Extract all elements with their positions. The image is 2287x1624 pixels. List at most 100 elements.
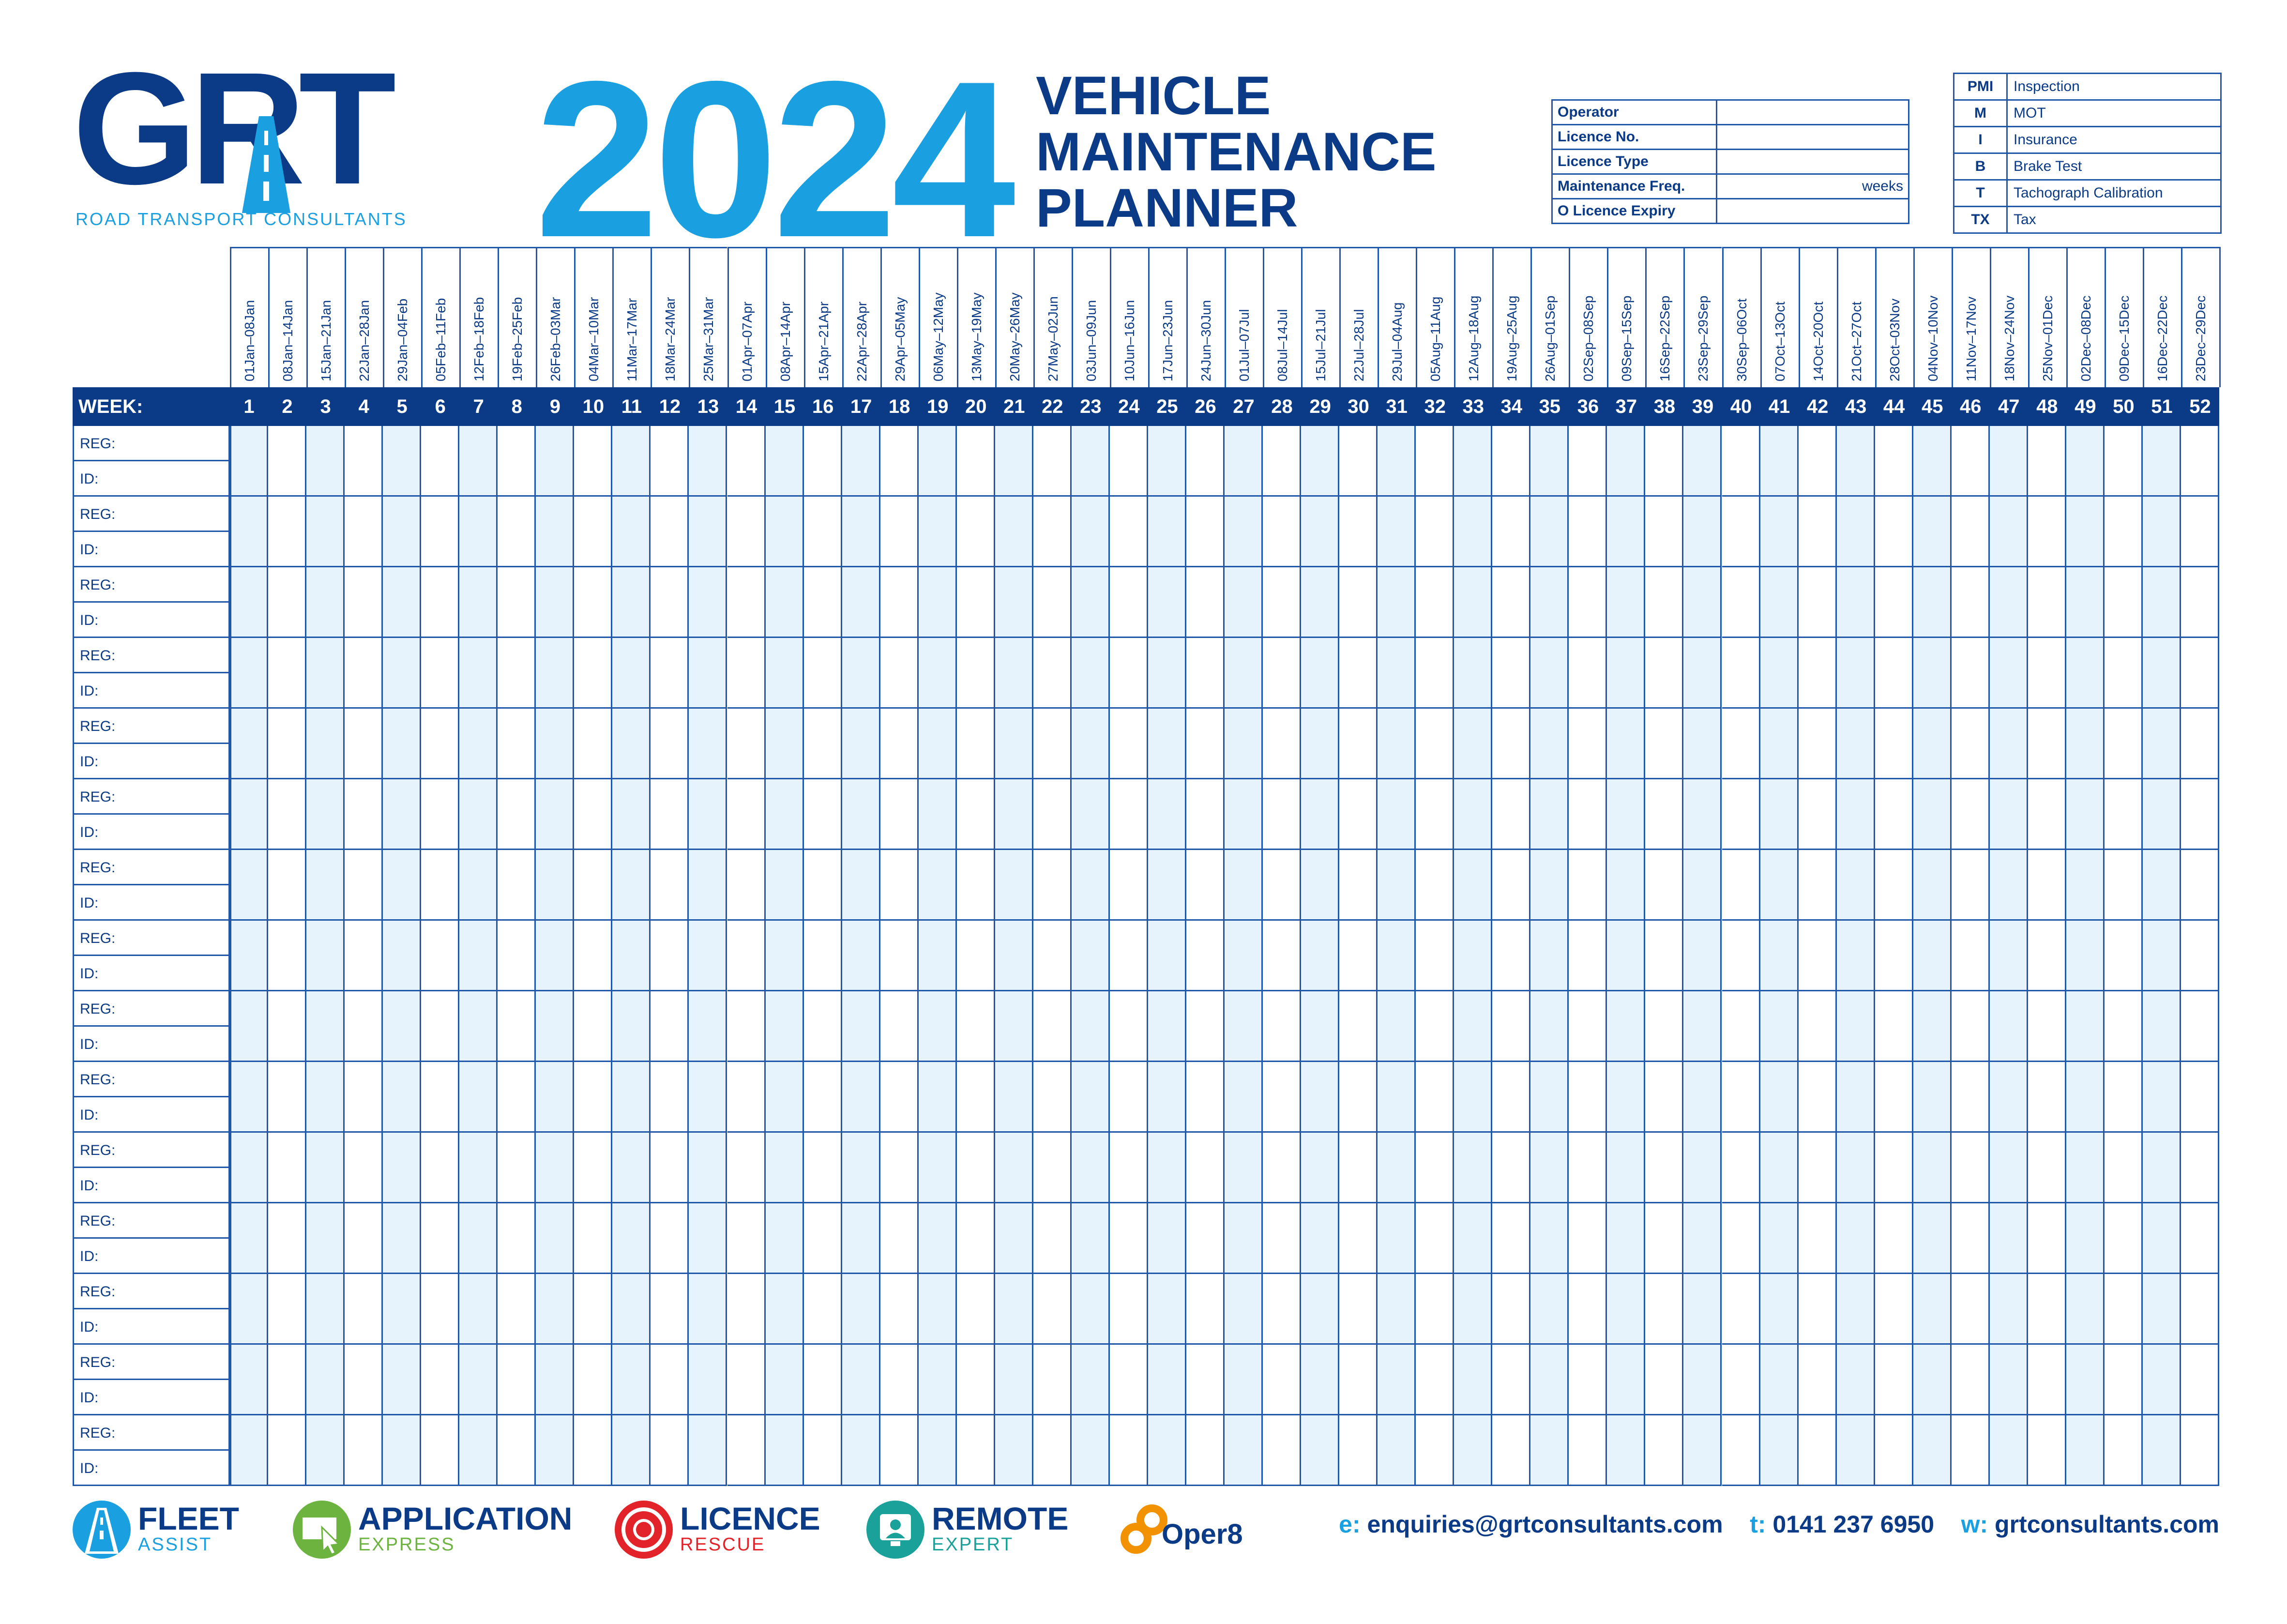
id-label[interactable]: ID: xyxy=(73,815,230,850)
planner-cell[interactable] xyxy=(1913,850,1952,921)
planner-cell[interactable] xyxy=(1836,850,1875,921)
planner-cell[interactable] xyxy=(727,1274,766,1345)
planner-cell[interactable] xyxy=(1033,921,1072,991)
planner-cell[interactable] xyxy=(1301,567,1340,638)
planner-cell[interactable] xyxy=(1301,1133,1340,1203)
planner-cell[interactable] xyxy=(459,921,498,991)
planner-cell[interactable] xyxy=(689,1415,727,1486)
planner-cell[interactable] xyxy=(1416,1415,1454,1486)
planner-cell[interactable] xyxy=(612,638,651,709)
planner-cell[interactable] xyxy=(574,567,613,638)
planner-cell[interactable] xyxy=(995,991,1033,1062)
planner-cell[interactable] xyxy=(1683,567,1722,638)
planner-cell[interactable] xyxy=(1645,567,1684,638)
planner-cell[interactable] xyxy=(1913,497,1952,567)
planner-cell[interactable] xyxy=(1798,709,1837,779)
planner-cell[interactable] xyxy=(383,1415,422,1486)
planner-cell[interactable] xyxy=(689,779,727,850)
planner-cell[interactable] xyxy=(1645,1133,1684,1203)
planner-cell[interactable] xyxy=(1989,638,2028,709)
planner-cell[interactable] xyxy=(918,1345,957,1415)
planner-cell[interactable] xyxy=(1760,1062,1799,1133)
reg-label[interactable]: REG: xyxy=(73,1062,230,1097)
planner-cell[interactable] xyxy=(2066,638,2105,709)
planner-cell[interactable] xyxy=(689,709,727,779)
planner-cell[interactable] xyxy=(2104,991,2143,1062)
planner-cell[interactable] xyxy=(230,921,269,991)
planner-cell[interactable] xyxy=(2104,709,2143,779)
planner-cell[interactable] xyxy=(1339,1203,1378,1274)
planner-cell[interactable] xyxy=(1033,1203,1072,1274)
planner-cell[interactable] xyxy=(1760,1415,1799,1486)
planner-cell[interactable] xyxy=(2142,567,2181,638)
planner-cell[interactable] xyxy=(612,709,651,779)
planner-cell[interactable] xyxy=(574,709,613,779)
planner-cell[interactable] xyxy=(880,1274,919,1345)
planner-cell[interactable] xyxy=(651,638,689,709)
planner-cell[interactable] xyxy=(1416,567,1454,638)
licence-no-field[interactable] xyxy=(1716,124,1909,150)
planner-cell[interactable] xyxy=(574,1203,613,1274)
planner-cell[interactable] xyxy=(383,1062,422,1133)
planner-cell[interactable] xyxy=(689,1062,727,1133)
planner-cell[interactable] xyxy=(1683,1203,1722,1274)
id-label[interactable]: ID: xyxy=(73,1097,230,1133)
planner-cell[interactable] xyxy=(2066,567,2105,638)
planner-cell[interactable] xyxy=(1875,497,1913,567)
planner-cell[interactable] xyxy=(651,850,689,921)
planner-cell[interactable] xyxy=(2066,850,2105,921)
planner-cell[interactable] xyxy=(1798,850,1837,921)
planner-cell[interactable] xyxy=(956,638,995,709)
planner-cell[interactable] xyxy=(1951,1345,1990,1415)
planner-cell[interactable] xyxy=(1301,1345,1340,1415)
planner-cell[interactable] xyxy=(880,921,919,991)
planner-cell[interactable] xyxy=(421,1062,460,1133)
planner-cell[interactable] xyxy=(498,1345,536,1415)
planner-cell[interactable] xyxy=(1225,426,1263,497)
planner-cell[interactable] xyxy=(1798,779,1837,850)
planner-cell[interactable] xyxy=(1951,709,1990,779)
planner-cell[interactable] xyxy=(1798,1203,1837,1274)
planner-cell[interactable] xyxy=(1875,1062,1913,1133)
planner-cell[interactable] xyxy=(1378,709,1416,779)
planner-cell[interactable] xyxy=(1263,1345,1302,1415)
planner-cell[interactable] xyxy=(1530,638,1569,709)
planner-cell[interactable] xyxy=(306,850,345,921)
planner-cell[interactable] xyxy=(1301,1415,1340,1486)
planner-cell[interactable] xyxy=(1492,1345,1531,1415)
planner-cell[interactable] xyxy=(1989,497,2028,567)
planner-cell[interactable] xyxy=(1033,1345,1072,1415)
planner-cell[interactable] xyxy=(306,567,345,638)
planner-cell[interactable] xyxy=(230,1203,269,1274)
planner-cell[interactable] xyxy=(1416,426,1454,497)
planner-cell[interactable] xyxy=(498,779,536,850)
planner-cell[interactable] xyxy=(1607,497,1646,567)
planner-cell[interactable] xyxy=(230,638,269,709)
planner-cell[interactable] xyxy=(1416,1062,1454,1133)
reg-label[interactable]: REG: xyxy=(73,426,230,461)
planner-cell[interactable] xyxy=(1454,1274,1493,1345)
reg-label[interactable]: REG: xyxy=(73,638,230,673)
planner-cell[interactable] xyxy=(918,1274,957,1345)
planner-cell[interactable] xyxy=(421,779,460,850)
planner-cell[interactable] xyxy=(1109,1345,1148,1415)
planner-cell[interactable] xyxy=(1454,638,1493,709)
planner-cell[interactable] xyxy=(842,638,880,709)
planner-cell[interactable] xyxy=(1492,1133,1531,1203)
planner-cell[interactable] xyxy=(1760,1133,1799,1203)
planner-cell[interactable] xyxy=(2028,567,2066,638)
planner-cell[interactable] xyxy=(1760,921,1799,991)
operator-field[interactable] xyxy=(1716,99,1909,125)
planner-cell[interactable] xyxy=(574,921,613,991)
planner-cell[interactable] xyxy=(803,1133,842,1203)
planner-cell[interactable] xyxy=(459,1415,498,1486)
planner-cell[interactable] xyxy=(268,1274,307,1345)
planner-cell[interactable] xyxy=(1301,1203,1340,1274)
planner-cell[interactable] xyxy=(956,921,995,991)
planner-cell[interactable] xyxy=(956,1133,995,1203)
planner-cell[interactable] xyxy=(1798,1274,1837,1345)
planner-cell[interactable] xyxy=(421,1203,460,1274)
planner-cell[interactable] xyxy=(1148,638,1186,709)
planner-cell[interactable] xyxy=(2028,1274,2066,1345)
id-label[interactable]: ID: xyxy=(73,885,230,921)
